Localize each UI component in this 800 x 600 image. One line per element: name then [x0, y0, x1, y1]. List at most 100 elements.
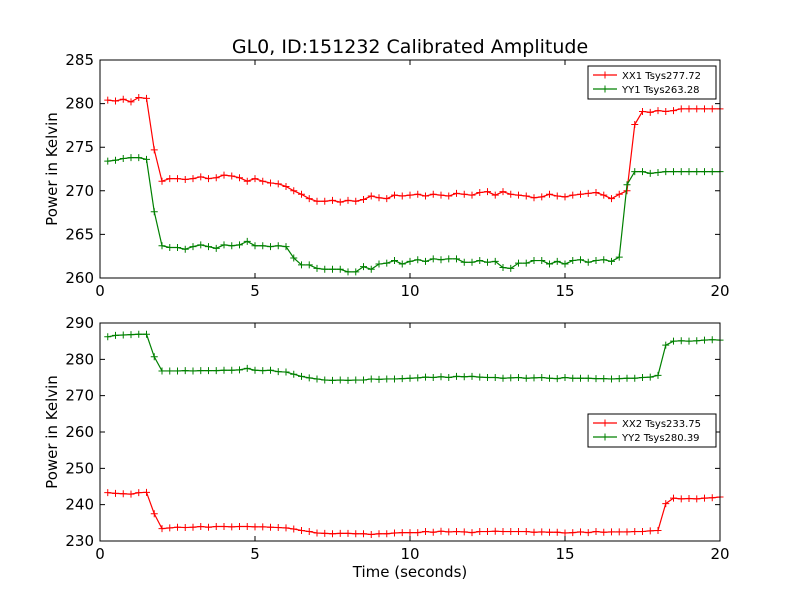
data-point	[468, 372, 476, 380]
data-point	[383, 195, 391, 203]
data-point	[135, 330, 143, 338]
y-tick-label: 260	[65, 423, 94, 441]
data-point	[522, 528, 530, 536]
data-point	[561, 374, 569, 381]
data-point	[484, 188, 491, 196]
data-point	[677, 105, 685, 113]
data-point	[615, 253, 623, 261]
x-tick-label: 20	[710, 545, 729, 563]
data-point	[422, 192, 429, 200]
data-point	[166, 524, 174, 532]
data-point	[499, 374, 507, 382]
data-point	[143, 94, 150, 102]
legend-box	[587, 65, 717, 100]
data-point	[584, 258, 592, 266]
data-point	[631, 168, 639, 176]
data-point	[243, 364, 251, 372]
data-point	[375, 530, 383, 538]
data-point	[298, 526, 305, 534]
data-point	[367, 530, 375, 538]
data-point	[398, 192, 406, 200]
data-point	[251, 366, 259, 374]
x-tick-label: 0	[95, 282, 105, 300]
data-point	[367, 265, 375, 273]
data-point	[693, 105, 701, 113]
data-point	[205, 243, 212, 251]
data-point	[251, 242, 259, 250]
legend-entry-label: XX2 Tsys233.75	[622, 419, 701, 430]
data-point	[445, 528, 453, 536]
data-point	[212, 244, 220, 252]
data-point	[150, 510, 158, 518]
data-point	[453, 372, 460, 380]
data-point	[321, 197, 329, 205]
data-point	[437, 373, 445, 381]
data-point	[553, 375, 561, 383]
data-point	[445, 192, 453, 200]
x-tick-label: 15	[555, 282, 574, 300]
data-point	[592, 189, 600, 197]
data-point	[375, 194, 383, 202]
data-point	[515, 374, 522, 381]
data-point	[623, 181, 631, 189]
data-point	[150, 353, 158, 361]
data-point	[600, 375, 608, 383]
data-point	[228, 172, 236, 180]
data-point	[321, 376, 329, 384]
data-point	[383, 530, 391, 538]
data-point	[127, 490, 135, 498]
data-point	[352, 268, 360, 276]
data-point	[220, 241, 228, 249]
data-point	[685, 168, 693, 176]
data-point	[460, 190, 468, 198]
data-point	[538, 257, 546, 265]
data-point	[197, 522, 205, 530]
data-point	[119, 95, 127, 103]
data-point	[383, 375, 391, 383]
data-point	[197, 241, 205, 249]
data-point	[166, 243, 174, 251]
data-point	[639, 107, 646, 115]
data-point	[205, 523, 212, 531]
data-point	[507, 528, 515, 536]
data-point	[267, 366, 274, 374]
data-point	[445, 374, 453, 381]
data-point	[150, 146, 158, 154]
data-point	[468, 191, 476, 199]
data-point	[212, 522, 220, 530]
data-point	[677, 495, 685, 503]
data-point	[352, 197, 360, 205]
data-point	[569, 374, 577, 382]
data-point	[375, 375, 383, 383]
legend-marker	[601, 433, 609, 441]
data-point	[646, 527, 654, 535]
data-point	[422, 373, 429, 381]
data-point	[530, 374, 538, 382]
data-point	[135, 93, 143, 101]
x-tick-label: 15	[555, 545, 574, 563]
data-point	[530, 528, 538, 536]
data-point	[584, 189, 592, 197]
data-point	[344, 529, 352, 537]
data-point	[414, 374, 422, 382]
data-point	[522, 192, 530, 200]
data-point	[592, 257, 600, 265]
data-point	[429, 255, 437, 263]
data-point	[143, 330, 150, 338]
data-point	[158, 177, 166, 185]
data-point	[298, 261, 305, 269]
data-point	[220, 366, 228, 374]
data-point	[677, 337, 685, 345]
data-point	[267, 243, 274, 251]
data-point	[127, 331, 135, 339]
data-point	[515, 528, 522, 536]
data-point	[476, 257, 484, 265]
data-point	[608, 375, 615, 383]
legend-marker	[601, 419, 609, 427]
data-point	[321, 529, 329, 537]
data-point	[305, 528, 313, 536]
data-point	[476, 373, 484, 381]
legend-entry-label: YY1 Tsys263.28	[621, 85, 700, 96]
y-tick-label: 285	[65, 51, 94, 69]
data-point	[662, 341, 670, 349]
